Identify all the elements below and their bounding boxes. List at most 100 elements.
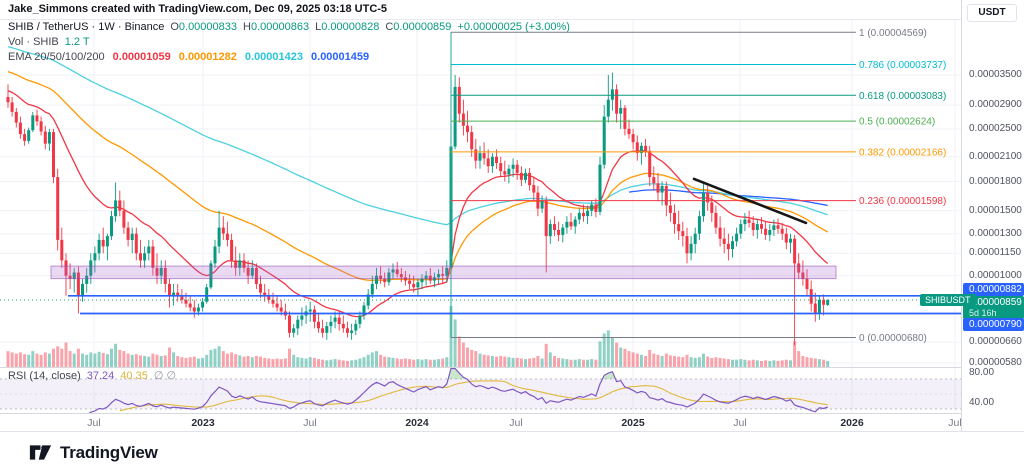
volume-bar [10,352,14,367]
volume-bar [350,360,354,367]
volume-bar [710,357,714,368]
volume-bar [673,356,676,367]
candle-body [557,230,561,235]
volume-bar [743,359,747,367]
volume-bar [296,357,300,367]
volume-bar [242,356,246,367]
candle-body [47,132,51,144]
price-axis[interactable]: USDT 0.00003500 0.00002900 0.00002500 0.000… [961,0,1024,431]
volume-bar [664,353,668,367]
rsi-line [65,367,828,419]
volume-bar [205,354,209,367]
candle-body [797,263,801,273]
volume-bar [656,354,660,367]
rsi-legend[interactable]: RSI (14, close) 37.24 40.35 ∅ ∅ [8,369,176,382]
volume-bar [565,359,569,367]
candle-body [420,278,424,283]
candle-body [656,183,660,193]
ema-100-line [7,46,828,226]
volume-row[interactable]: Vol · SHIB 1.2 T [8,35,570,50]
candle-body [370,283,374,295]
candle-body [540,200,544,209]
volume-bar [250,357,254,367]
volume-bar [196,358,200,367]
tradingview-logo-icon [29,445,52,460]
tradingview-brand[interactable]: TradingView [28,441,158,464]
price-line-badge: 0.00000882 [963,283,1024,296]
candle-body [89,260,93,276]
candle-body [230,239,234,261]
ema-value-100: 0.00001423 [244,51,304,63]
candle-body [731,241,734,250]
volume-bar [813,358,817,367]
candle-body [317,321,320,329]
volume-bar [689,357,693,367]
volume-bar [726,359,730,367]
volume-bar [118,349,122,367]
candle-body [354,323,358,331]
symbol-title[interactable]: SHIB / TetherUS · 1W · Binance [8,21,165,33]
volume-bar [354,359,358,367]
volume-bar [457,336,461,367]
candle-body [739,224,743,234]
price-chart-canvas[interactable]: 1 (0.00004569) 0.786 (0.00003737) 0.618 (0… [0,0,1024,431]
volume-bar [466,347,469,367]
volume-bar [623,348,627,367]
volume-bar [548,352,552,367]
volume-bar [370,352,374,367]
candle-body [747,219,751,223]
candle-body [524,172,527,180]
time-axis-label: 2023 [191,417,215,429]
rsi-axis-label: 40.00 [969,397,995,408]
candle-body [329,321,333,327]
candle-body [789,238,792,243]
candle-body [565,221,569,228]
candle-body [234,260,238,268]
candle-body [615,89,619,114]
candle-body [408,280,412,284]
interval-label[interactable]: 1W [98,21,115,33]
candle-body [184,299,188,304]
candle-body [553,224,556,230]
volume-bar [275,358,279,367]
candle-body [383,278,387,283]
candle-body [515,164,519,173]
ema-row[interactable]: EMA 20/50/100/200 0.00001059 0.00001282 0.0… [8,50,570,65]
ema-label: EMA 20/50/100/200 [8,51,105,63]
candle-body [813,303,817,314]
candle-body [619,107,623,114]
time-axis-label: Jul [948,417,961,429]
candle-body [461,113,465,126]
candle-body [544,200,548,237]
currency-toggle[interactable]: USDT [967,4,1017,22]
candle-body [784,233,788,243]
candle-body [755,224,759,230]
volume-bar [602,333,606,367]
candle-body [358,315,362,324]
candle-body [379,275,383,279]
candle-body [56,177,60,240]
current-price-badge: 0.00000859 5d 16h [963,296,1024,319]
volume-bar [366,354,370,367]
candle-body [64,260,68,276]
volume-bar [184,357,188,368]
volume-bar [432,359,436,367]
candle-body [776,225,780,229]
candle-body [72,272,76,279]
candle-body [312,309,316,322]
candle-body [14,111,18,123]
volume-bar [797,351,801,367]
volume-bar [764,360,768,367]
candle-body [130,233,134,240]
volume-bar [739,359,743,367]
volume-bar [27,354,31,367]
candle-body [801,272,805,279]
ema-50-line [7,70,829,281]
time-axis[interactable]: Jul 2023 Jul 2024 Jul 2025 Jul 2026 Jul [0,413,961,432]
candle-body [606,99,610,117]
candle-body [437,274,441,278]
time-axis-label: 2026 [840,417,864,429]
candle-body [23,134,27,141]
candle-body [288,315,291,333]
